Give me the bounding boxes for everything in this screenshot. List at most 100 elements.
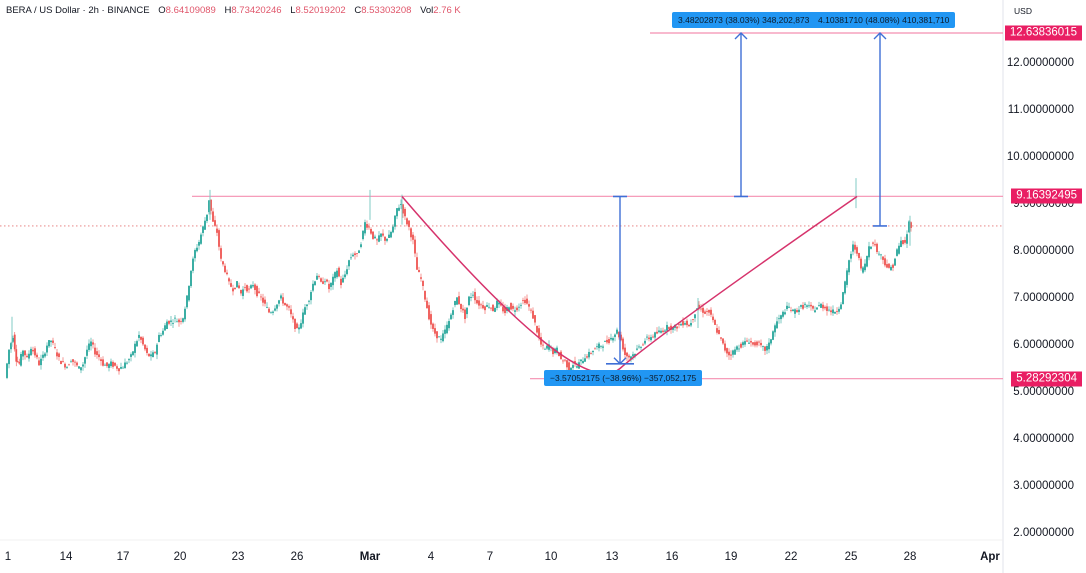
- x-tick-label: 23: [231, 551, 245, 563]
- candle-body: [334, 272, 336, 279]
- candle-body: [184, 308, 186, 320]
- candle-body: [156, 344, 158, 355]
- candle-body: [178, 319, 180, 323]
- candle-body: [810, 304, 812, 307]
- candle-body: [434, 328, 436, 334]
- candle-body: [80, 367, 82, 371]
- candle-body: [894, 258, 896, 266]
- candle-body: [816, 307, 818, 310]
- candle-body: [378, 235, 380, 242]
- candle-body: [262, 297, 264, 303]
- candle-body: [386, 238, 388, 241]
- candle-body: [242, 289, 244, 296]
- candle-body: [884, 258, 886, 266]
- candle-body: [464, 309, 466, 320]
- candle-body: [832, 309, 834, 314]
- candle-body: [664, 330, 666, 332]
- candle-body: [388, 234, 390, 238]
- candle-body: [878, 253, 880, 255]
- candle-body: [574, 361, 576, 364]
- x-tick-label: 19: [724, 551, 738, 563]
- candle-body: [744, 341, 746, 345]
- candle-body: [708, 309, 710, 313]
- candle-body: [852, 244, 854, 252]
- candle-body: [846, 270, 848, 285]
- candle-body: [680, 324, 682, 326]
- candle-body: [660, 330, 662, 333]
- candle-body: [350, 257, 352, 259]
- candle-body: [606, 339, 608, 343]
- candle-body: [54, 347, 56, 349]
- x-tick-label: 20: [173, 551, 187, 563]
- candle-body: [614, 334, 616, 337]
- candle-body: [796, 310, 798, 313]
- candle-body: [490, 307, 492, 309]
- candle-body: [68, 364, 70, 366]
- candle-body: [362, 230, 364, 240]
- candle-body: [752, 342, 754, 345]
- candle-body: [450, 314, 452, 320]
- candle-body: [444, 329, 446, 334]
- candle-body: [154, 352, 156, 354]
- candle-body: [226, 272, 228, 275]
- candle-body: [706, 310, 708, 312]
- candle-body: [468, 296, 470, 306]
- candle-body: [820, 303, 822, 308]
- candle-body: [344, 274, 346, 278]
- candle-body: [910, 222, 912, 228]
- candle-body: [118, 368, 120, 372]
- candle-body: [38, 360, 40, 366]
- candle-body: [530, 309, 532, 311]
- candle-body: [804, 303, 806, 305]
- candle-body: [206, 214, 208, 222]
- candle-body: [448, 321, 450, 329]
- candle-body: [646, 336, 648, 338]
- candle-body: [300, 323, 302, 329]
- candle-body: [656, 331, 658, 334]
- candle-body: [522, 300, 524, 301]
- candle-body: [504, 307, 506, 314]
- candle-body: [82, 364, 84, 367]
- candle-body: [322, 281, 324, 284]
- candle-body: [698, 304, 700, 309]
- currency-label[interactable]: USD: [1014, 6, 1032, 16]
- x-tick-label: 10: [544, 551, 558, 563]
- candle-body: [648, 337, 650, 340]
- candle-body: [302, 312, 304, 324]
- candle-body: [58, 353, 60, 358]
- candle-body: [722, 338, 724, 344]
- candle-body: [260, 296, 262, 298]
- candle-body: [330, 282, 332, 287]
- candle-body: [666, 324, 668, 331]
- candle-body: [266, 306, 268, 308]
- candle-body: [200, 234, 202, 244]
- candle-body: [476, 300, 478, 304]
- candle-body: [286, 304, 288, 307]
- candle-body: [56, 352, 58, 357]
- candle-body: [806, 305, 808, 307]
- candle-body: [124, 362, 126, 369]
- candle-body: [392, 226, 394, 233]
- x-tick-label: 16: [665, 551, 679, 563]
- candle-body: [662, 330, 664, 333]
- candle-body: [870, 246, 872, 249]
- x-tick-label: 25: [844, 551, 858, 563]
- candle-body: [636, 348, 638, 350]
- candle-body: [576, 366, 578, 368]
- candle-body: [202, 226, 204, 233]
- candle-body: [864, 263, 866, 271]
- candle-body: [842, 292, 844, 305]
- candle-body: [148, 353, 150, 357]
- candle-body: [294, 318, 296, 329]
- candle-body: [718, 329, 720, 334]
- candle-body: [716, 328, 718, 333]
- candle-body: [92, 342, 94, 345]
- candle-body: [78, 366, 80, 369]
- candle-body: [274, 308, 276, 311]
- candle-body: [158, 334, 160, 343]
- candle-body: [836, 311, 838, 312]
- y-tick-label: 7.00000000: [1013, 292, 1074, 304]
- candle-body: [692, 319, 694, 320]
- candle-body: [564, 359, 566, 361]
